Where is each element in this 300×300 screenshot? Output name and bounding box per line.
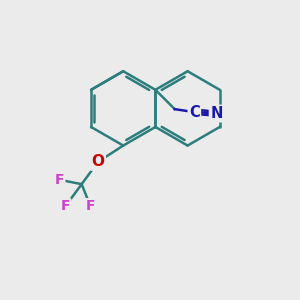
Text: F: F bbox=[61, 200, 70, 214]
Text: N: N bbox=[210, 106, 223, 121]
Text: F: F bbox=[55, 173, 64, 187]
Text: O: O bbox=[92, 154, 104, 169]
Text: F: F bbox=[86, 200, 95, 214]
Text: C: C bbox=[189, 105, 200, 120]
